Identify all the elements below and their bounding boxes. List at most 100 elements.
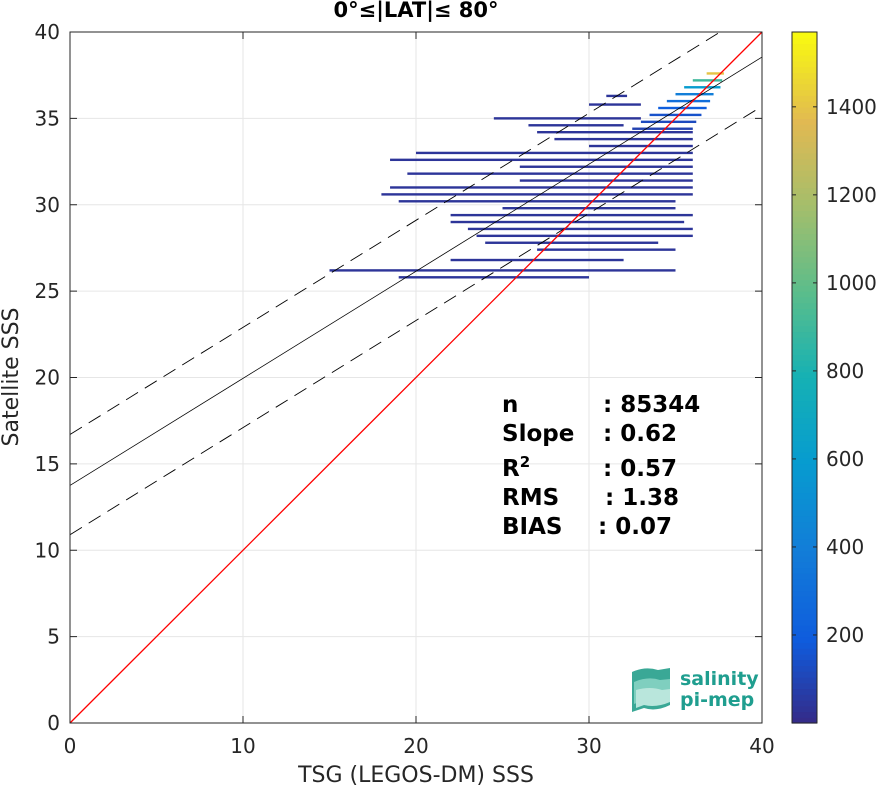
stat-value: : 1.38: [605, 485, 679, 511]
colorbar-segment: [792, 452, 817, 459]
x-ticks: 0 10 20 30 40: [64, 32, 775, 758]
colorbar-tick-label: 800: [826, 359, 864, 383]
colorbar-segment: [792, 613, 817, 620]
colorbar-segment: [792, 486, 817, 494]
colorbar-segment: [792, 550, 817, 557]
colorbar-segment: [792, 331, 817, 338]
colorbar-segment: [792, 279, 817, 286]
colorbar-segment: [792, 302, 817, 309]
density-cell: [390, 158, 693, 162]
colorbar-segment: [792, 515, 817, 523]
colorbar-segment: [792, 590, 817, 597]
colorbar-segment: [792, 187, 817, 194]
density-cell: [493, 117, 641, 120]
density-cell: [450, 213, 693, 217]
colorbar-segment: [792, 636, 817, 643]
colorbar-segment: [792, 688, 817, 695]
colorbar-segment: [792, 676, 817, 684]
colorbar-segment: [792, 682, 817, 690]
colorbar-segment: [792, 135, 817, 143]
colorbar-segment: [792, 348, 817, 356]
colorbar-segment: [792, 602, 817, 609]
colorbar-segment: [792, 625, 817, 632]
density-cell: [485, 241, 659, 244]
colorbar-segment: [792, 354, 817, 361]
identity-line: [69, 31, 763, 724]
y-tick-label: 15: [35, 452, 60, 476]
y-tick-label: 20: [35, 366, 60, 390]
colorbar-segment: [792, 72, 817, 79]
x-axis-label: TSG (LEGOS-DM) SSS: [297, 763, 534, 788]
colorbar-segment: [792, 435, 817, 442]
stat-label: n: [502, 392, 518, 418]
colorbar-segment: [792, 273, 817, 281]
stat-value: : 0.62: [603, 421, 677, 447]
density-cell: [658, 106, 707, 110]
colorbar-segment: [792, 377, 817, 384]
colorbar-segment: [792, 579, 817, 586]
y-tick-label: 35: [35, 106, 60, 130]
stat-value: : 0.57: [603, 456, 677, 482]
colorbar-segment: [792, 342, 817, 350]
colorbar-segment: [792, 291, 817, 298]
density-cell: [640, 120, 697, 124]
colorbar-segment: [792, 49, 817, 56]
logo-line-1: salinity: [680, 668, 759, 690]
colorbar-segment: [792, 78, 817, 85]
fit-line: [69, 56, 763, 486]
density-cell: [450, 220, 685, 224]
colorbar-segment: [792, 481, 817, 488]
colorbar-segment: [792, 406, 817, 413]
colorbar-segment: [792, 239, 817, 246]
colorbar-segment: [792, 521, 817, 528]
colorbar-segment: [792, 659, 817, 667]
colorbar-segment: [792, 198, 817, 206]
density-cells: [329, 72, 724, 279]
colorbar-segment: [792, 509, 817, 517]
colorbar-frame: [791, 31, 818, 724]
colorbar-segment: [792, 492, 817, 500]
colorbar-segment: [792, 463, 817, 471]
density-cell: [329, 269, 676, 272]
colorbar-tick-label: 400: [826, 535, 864, 559]
regression-lines: [69, 31, 763, 724]
colorbar-segment: [792, 262, 817, 269]
y-tick-label: 30: [35, 193, 60, 217]
stats-box: n: 85344 Slope: 0.62 R2: 0.57 RMS: 1.38 BIAS…: [502, 392, 700, 540]
colorbar-segment: [792, 170, 817, 177]
colorbar-segment: [792, 389, 817, 396]
density-cell: [390, 186, 693, 189]
density-cell: [519, 165, 693, 168]
colorbar-segment: [792, 204, 817, 212]
colorbar-segment: [792, 705, 817, 713]
colorbar-segment: [792, 147, 817, 154]
colorbar-segment: [792, 423, 817, 430]
salinity-logo: salinity pi-mep: [632, 668, 759, 712]
stat-label: Slope: [502, 421, 574, 447]
stat-label: RMS: [502, 485, 559, 511]
colorbar-segment: [792, 573, 817, 580]
colorbar-segment: [792, 89, 817, 96]
colorbar-segment: [792, 383, 817, 390]
colorbar-segment: [792, 699, 817, 707]
y-tick-label: 40: [35, 20, 60, 44]
upper-bound-line: [69, 31, 721, 435]
colorbar-segment: [792, 561, 817, 569]
colorbar-segment: [792, 458, 817, 465]
colorbar-segment: [792, 319, 817, 327]
colorbar-segment: [792, 567, 817, 574]
density-cell: [666, 99, 711, 103]
lower-bound-line: [69, 105, 763, 536]
density-cell: [632, 127, 693, 130]
colorbar-segment: [792, 429, 817, 436]
density-cell: [519, 179, 693, 182]
colorbar-segment: [792, 544, 817, 551]
density-cell: [684, 86, 721, 89]
colorbar-segment: [792, 245, 817, 252]
colorbar-segment: [792, 164, 817, 171]
colorbar-segment: [792, 325, 817, 333]
colorbar-segment: [792, 711, 817, 718]
x-tick-label: 20: [403, 734, 428, 758]
density-cell: [537, 130, 693, 134]
